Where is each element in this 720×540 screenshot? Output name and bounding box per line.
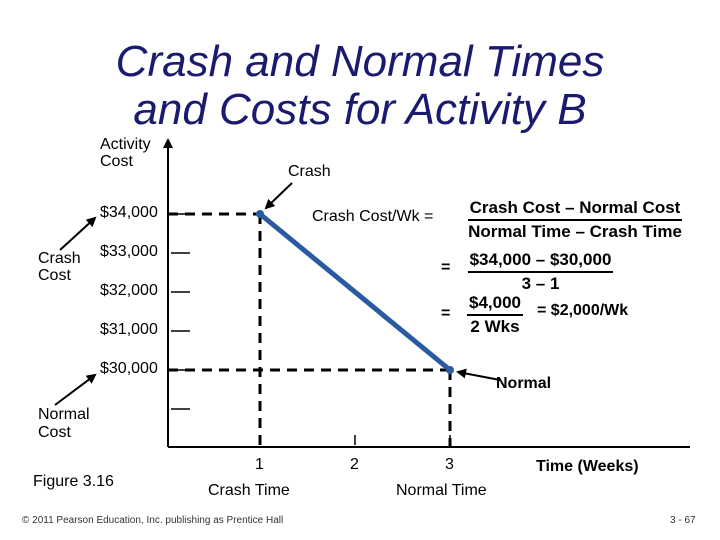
y-tick-label: $34,000 — [100, 204, 158, 221]
cost-time-line — [258, 212, 452, 372]
y-tick-label: $33,000 — [100, 243, 158, 260]
normal-point-label: Normal — [496, 375, 552, 392]
fraction-2-numerator: $34,000 – $30,000 — [467, 250, 614, 273]
x-tick-label: 2 — [350, 456, 359, 473]
equation-result: = $2,000/Wk — [537, 302, 629, 319]
x-tick-label: 1 — [255, 456, 264, 473]
crash-cost-per-week-label: Crash Cost/Wk = — [312, 208, 434, 225]
crash-arrow — [264, 182, 293, 210]
title-line-2: and Costs for Activity B — [133, 85, 587, 134]
equals-sign-3: = — [441, 305, 451, 322]
y-tick-label: $31,000 — [100, 321, 158, 338]
page-number: 3 - 67 — [670, 515, 696, 526]
y-axis-title-text: Activity Cost — [100, 136, 151, 170]
y-tick-label: $32,000 — [100, 282, 158, 299]
copyright-text: © 2011 Pearson Education, Inc. publishin… — [22, 515, 284, 526]
crash-point-label: Crash — [288, 163, 331, 180]
figure-label: Figure 3.16 — [33, 473, 114, 490]
crash-point — [256, 210, 264, 218]
fraction-1-denominator: Normal Time – Crash Time — [468, 222, 682, 241]
fraction-3-denominator: 2 Wks — [470, 317, 520, 336]
slide-title: Crash and Normal Times and Costs for Act… — [0, 38, 720, 134]
crash-cost-arrow — [59, 216, 97, 251]
normal-cost-arrow — [54, 373, 97, 406]
fraction-2-denominator: 3 – 1 — [521, 274, 560, 293]
x-tick-label: 3 — [445, 456, 454, 473]
fraction-1-numerator: Crash Cost – Normal Cost — [467, 198, 683, 221]
equation-fraction-3: $4,000 2 Wks — [462, 293, 528, 337]
y-tick-label: $30,000 — [100, 360, 158, 377]
equation-fraction-1: Crash Cost – Normal Cost Normal Time – C… — [460, 198, 690, 242]
fraction-3-numerator: $4,000 — [467, 293, 523, 316]
title-line-1: Crash and Normal Times — [115, 37, 605, 86]
normal-arrow — [456, 368, 501, 381]
crash-time-label: Crash Time — [208, 482, 290, 499]
y-axis-title: Activity Cost — [100, 136, 170, 170]
x-axis-title: Time (Weeks) — [536, 458, 639, 475]
normal-point — [446, 366, 454, 374]
equation-fraction-2: $34,000 – $30,000 3 – 1 — [458, 250, 623, 294]
normal-cost-label: Normal Cost — [38, 406, 108, 442]
crash-cost-label: Crash Cost — [38, 250, 98, 284]
normal-time-label: Normal Time — [396, 482, 487, 499]
crash-cost-text: Crash Cost — [38, 250, 81, 284]
equals-sign-2: = — [441, 259, 451, 276]
normal-cost-text: Normal Cost — [38, 406, 90, 441]
